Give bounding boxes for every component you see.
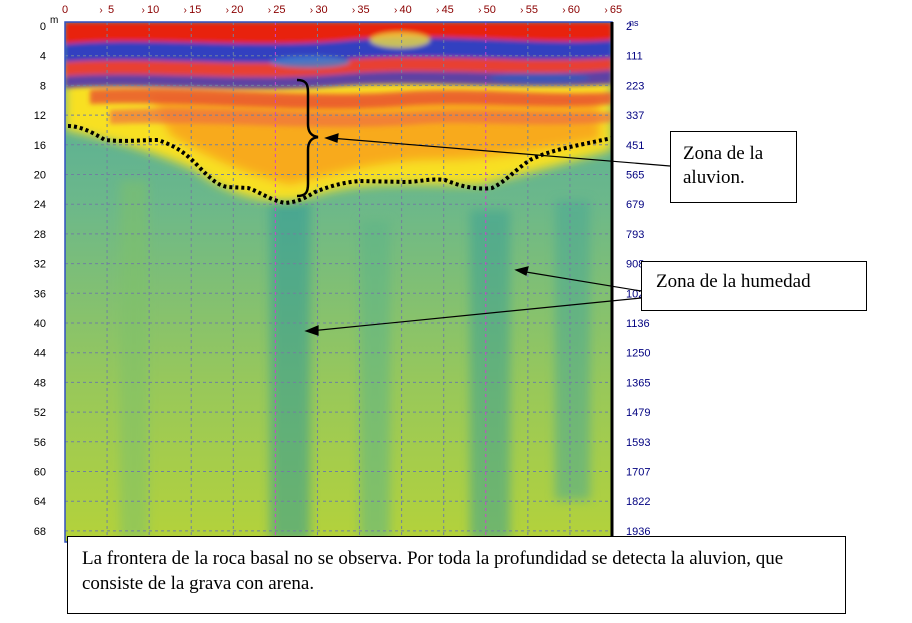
annotation-arrows — [304, 133, 671, 336]
depth-tick-label: 44 — [34, 348, 46, 360]
depth-tick-label: 8 — [40, 80, 46, 92]
x-tick-chevron-icon: › — [268, 5, 271, 16]
depth-tick-label: 48 — [34, 377, 46, 389]
time-tick-label: 565 — [626, 170, 644, 182]
x-tick-chevron-icon: › — [394, 5, 397, 16]
x-tick-chevron-icon: › — [99, 5, 102, 16]
x-tick-chevron-icon: › — [352, 5, 355, 16]
depth-tick-label: 16 — [34, 140, 46, 152]
time-tick-label: 337 — [626, 110, 644, 122]
x-tick-chevron-icon: › — [436, 5, 439, 16]
depth-tick-label: 60 — [34, 467, 46, 479]
x-tick-chevron-icon: › — [226, 5, 229, 16]
time-tick-label: 1593 — [626, 437, 650, 449]
time-tick-label: 1365 — [626, 377, 650, 389]
x-axis: 0 5› 10› 15› 20› 25› 30› 35› 40› 45› 50› 55› 60› 65› — [62, 4, 622, 16]
time-tick-label: 1707 — [626, 467, 650, 479]
x-tick-label: 45 — [442, 4, 454, 16]
x-tick-label: 35 — [357, 4, 369, 16]
depth-tick-label: 64 — [34, 496, 46, 508]
brace-marker — [296, 78, 319, 198]
x-tick-label: 60 — [568, 4, 580, 16]
x-tick-label: 55 — [526, 4, 538, 16]
depth-tick-label: 28 — [34, 229, 46, 241]
x-tick-label: 65 — [610, 4, 622, 16]
time-tick-label: 1822 — [626, 496, 650, 508]
depth-unit-label: m — [50, 15, 58, 26]
caption-box: La frontera de la roca basal no se obser… — [67, 536, 846, 614]
x-tick-chevron-icon: › — [520, 5, 523, 16]
time-tick-label: 1136 — [626, 318, 650, 330]
depth-tick-label: 24 — [34, 199, 46, 211]
grid-lines — [65, 22, 612, 542]
x-tick-label: 50 — [484, 4, 496, 16]
x-tick-label: 10 — [147, 4, 159, 16]
x-tick-label: 0 — [62, 4, 68, 16]
time-tick-label: 1250 — [626, 348, 650, 360]
depth-tick-label: 68 — [34, 526, 46, 538]
x-tick-chevron-icon: › — [562, 5, 565, 16]
depth-tick-label: 36 — [34, 288, 46, 300]
depth-tick-label: 32 — [34, 259, 46, 271]
x-tick-label: 20 — [231, 4, 243, 16]
depth-tick-label: 52 — [34, 407, 46, 419]
time-tick-label: 451 — [626, 140, 644, 152]
x-tick-label: 15 — [189, 4, 201, 16]
time-tick-label: 1936 — [626, 526, 650, 538]
depth-tick-label: 0 — [40, 21, 46, 33]
x-tick-chevron-icon: › — [310, 5, 313, 16]
x-tick-chevron-icon: › — [604, 5, 607, 16]
aluvion-zone-label: Zona de la aluvion. — [670, 131, 797, 203]
depth-tick-label: 4 — [40, 51, 46, 63]
x-tick-label: 25 — [273, 4, 285, 16]
depth-tick-label: 56 — [34, 437, 46, 449]
humedad-zone-label: Zona de la humedad — [641, 261, 867, 311]
x-tick-label: 5 — [108, 4, 114, 16]
time-tick-label: 793 — [626, 229, 644, 241]
time-tick-label: 679 — [626, 199, 644, 211]
time-tick-label: 1479 — [626, 407, 650, 419]
x-tick-chevron-icon: › — [141, 5, 144, 16]
time-tick-label: 908 — [626, 259, 644, 271]
x-tick-label: 30 — [315, 4, 327, 16]
time-axis: 2111223337451565679793908102211361250136… — [626, 21, 650, 538]
radargram-image — [65, 22, 612, 542]
depth-tick-label: 20 — [34, 170, 46, 182]
marker-lines — [274, 22, 487, 542]
x-tick-label: 40 — [399, 4, 411, 16]
x-tick-chevron-icon: › — [184, 5, 187, 16]
time-unit-label: ns — [629, 18, 639, 28]
time-tick-label: 111 — [626, 51, 643, 63]
time-tick-label: 2 — [626, 21, 632, 33]
time-tick-label: 223 — [626, 80, 644, 92]
depth-tick-label: 12 — [34, 110, 46, 122]
x-tick-chevron-icon: › — [478, 5, 481, 16]
alluvium-boundary-line — [67, 124, 613, 206]
depth-tick-label: 40 — [34, 318, 46, 330]
